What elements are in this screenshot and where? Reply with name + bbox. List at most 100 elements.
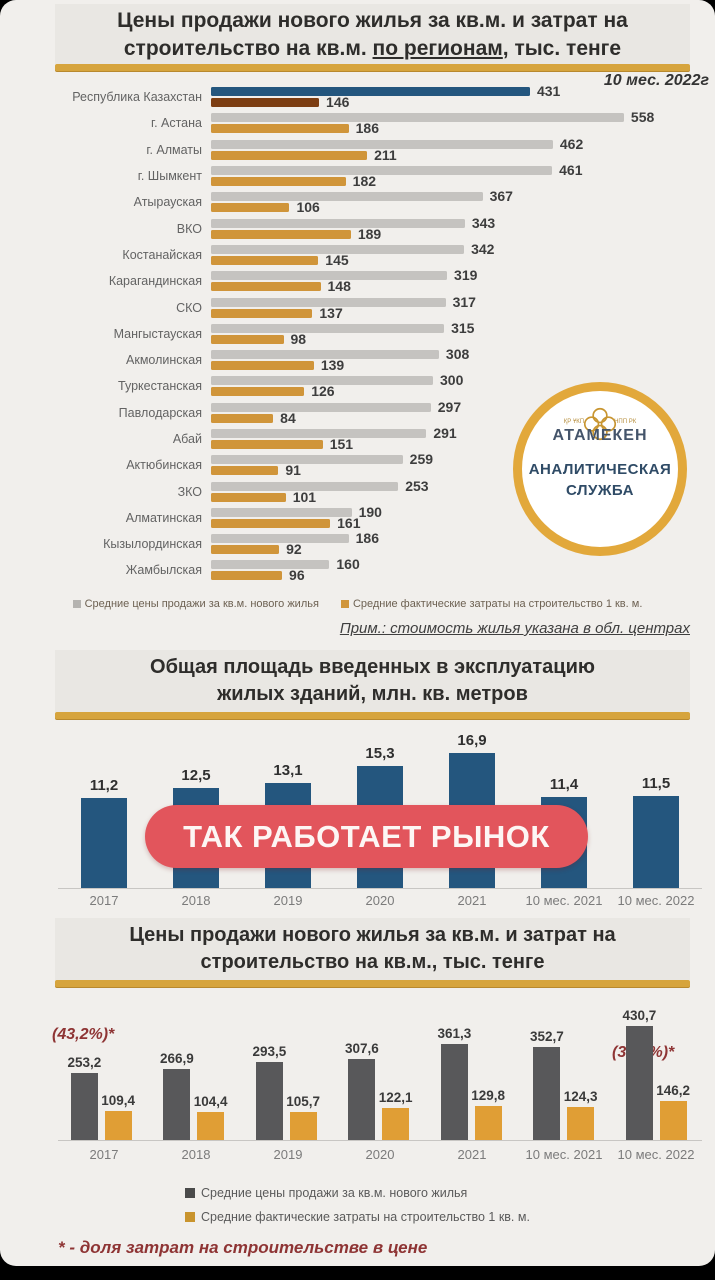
bar-line: 315 [211, 321, 715, 335]
cost-value: 148 [327, 278, 351, 295]
year-label: 10 мес. 2022 [617, 1147, 695, 1162]
region-bars: 461 182 [211, 163, 715, 188]
region-row: Абай 291 151 [0, 426, 715, 452]
year-label: 2020 [365, 893, 395, 908]
legend-item-cost: Средние фактические затраты на строитель… [340, 598, 643, 610]
region-bars: 259 91 [211, 452, 715, 477]
sale-value: 253 [405, 477, 429, 494]
period-label: 10 мес. 2022г [603, 72, 709, 89]
cost-bar [289, 1112, 317, 1140]
region-row: Туркестанская 300 126 [0, 373, 715, 399]
bar-line: 96 [211, 568, 715, 582]
year-group: 266,9 104,4 [148, 1051, 241, 1140]
region-bars: 291 151 [211, 426, 715, 451]
sale-value: 190 [358, 503, 382, 520]
legend-label-cost: Средние фактические затраты на строитель… [352, 598, 643, 610]
bar-line: 558 [211, 110, 715, 124]
cost-bar [104, 1111, 132, 1140]
legend-swatch-cost [340, 600, 349, 608]
cost-bar [197, 1112, 225, 1140]
year-group: 352,7 124,3 [518, 1029, 611, 1140]
section1-title-line1: Цены продажи нового жилья за кв.м. и зат… [117, 9, 628, 32]
prices-chart-categories: 2017 2018 2019 2020 2021 10 мес. 2021 10 мес. … [58, 1147, 702, 1162]
sale-bar [211, 481, 399, 491]
cost-bar [211, 150, 368, 160]
section3-title-line1: Цены продажи нового жилья за кв.м. и зат… [129, 924, 616, 946]
cost-bar [211, 124, 349, 134]
cost-value: 146,2 [656, 1083, 691, 1099]
region-label: Алматинская [125, 510, 202, 525]
sale-bar [211, 139, 553, 149]
price-bar [533, 1046, 561, 1140]
area-bar [81, 798, 127, 888]
region-bars: 300 126 [211, 372, 715, 398]
bar-value: 13,1 [273, 762, 303, 780]
region-label: ЗКО [177, 484, 202, 499]
prices-chart-axis [58, 1140, 702, 1141]
region-row: г. Алматы 462 211 [0, 137, 715, 163]
region-label: Акмолинская [126, 353, 202, 368]
bar-wrapper: 293,5 [252, 1044, 286, 1140]
year-label: 10 мес. 2022 [617, 893, 695, 908]
bar-wrapper: 361,3 [437, 1026, 471, 1140]
bar-line: 92 [211, 541, 715, 558]
legend-label-sale: Средние цены продажи за кв.м. нового жил… [84, 598, 319, 610]
bar-line: 84 [211, 411, 715, 425]
cost-value: 122,1 [378, 1089, 413, 1105]
bar-wrapper: 104,4 [194, 1094, 228, 1140]
bar-line: 190 [211, 503, 715, 520]
year-label: 2021 [457, 893, 487, 908]
region-row: Костанайская 342 145 [0, 242, 715, 268]
sale-bar [211, 560, 330, 570]
section1-title: Цены продажи нового жилья за кв.м. и зат… [55, 4, 690, 64]
gold-divider-1 [55, 64, 690, 71]
bar-wrapper: 146,2 [656, 1083, 690, 1140]
region-label: г. Алматы [146, 142, 202, 157]
cost-value: 106 [296, 199, 320, 216]
bar-line: 160 [211, 557, 715, 571]
sale-bar [211, 87, 530, 97]
bar-value: 16,9 [457, 731, 487, 749]
region-bars: 317 137 [211, 295, 715, 320]
sale-value: 462 [559, 135, 584, 152]
region-row: Кызылординская 186 92 [0, 531, 715, 557]
gold-divider-2 [55, 712, 690, 719]
year-group: 307,6 122,1 [333, 1041, 426, 1140]
legend-item-sale: Средние цены продажи за кв.м. нового жил… [72, 598, 319, 610]
region-row: ВКО 343 189 [0, 215, 715, 241]
region-bars: 319 148 [211, 267, 715, 295]
bar-line: 291 [211, 426, 715, 440]
bar-value: 11,2 [89, 777, 119, 795]
bar-value: 11,4 [549, 775, 579, 793]
region-label: Туркестанская [118, 379, 202, 394]
region-bars: 297 84 [211, 400, 715, 425]
sale-value: 300 [440, 372, 464, 389]
bar-line: 253 [211, 477, 715, 494]
bar-line: 300 [211, 372, 715, 389]
region-row: Мангыстауская 315 98 [0, 321, 715, 347]
cost-bar [211, 492, 286, 502]
sale-value: 319 [454, 267, 478, 284]
legend-label-price: Средние цены продажи за кв.м. нового жил… [201, 1186, 468, 1200]
cost-value: 92 [286, 541, 302, 558]
region-bars: 308 139 [211, 347, 715, 372]
cost-value: 211 [374, 146, 397, 163]
region-label: СКО [176, 300, 202, 315]
cost-bar [382, 1107, 410, 1140]
bar-line: 343 [211, 216, 715, 230]
cost-value: 101 [292, 488, 317, 505]
section1-title-line2: строительство на кв.м. по регионам, тыс.… [123, 37, 622, 60]
legend-item-cost2: Средние фактические затраты на строитель… [185, 1210, 530, 1224]
region-label: Атырауская [133, 195, 202, 210]
region-label: Жамбылская [125, 563, 202, 578]
year-label: 2018 [181, 1147, 211, 1162]
bar-line: 137 [211, 306, 715, 320]
year-group: 293,5 105,7 [240, 1044, 333, 1140]
bar-line: 145 [211, 253, 715, 267]
region-label: Абай [172, 432, 202, 446]
price-bar [625, 1025, 653, 1140]
bar-line: 308 [211, 347, 715, 361]
region-row: Актюбинская 259 91 [0, 452, 715, 478]
region-bars: 342 145 [211, 242, 715, 267]
bar-value: 12,5 [181, 767, 211, 784]
